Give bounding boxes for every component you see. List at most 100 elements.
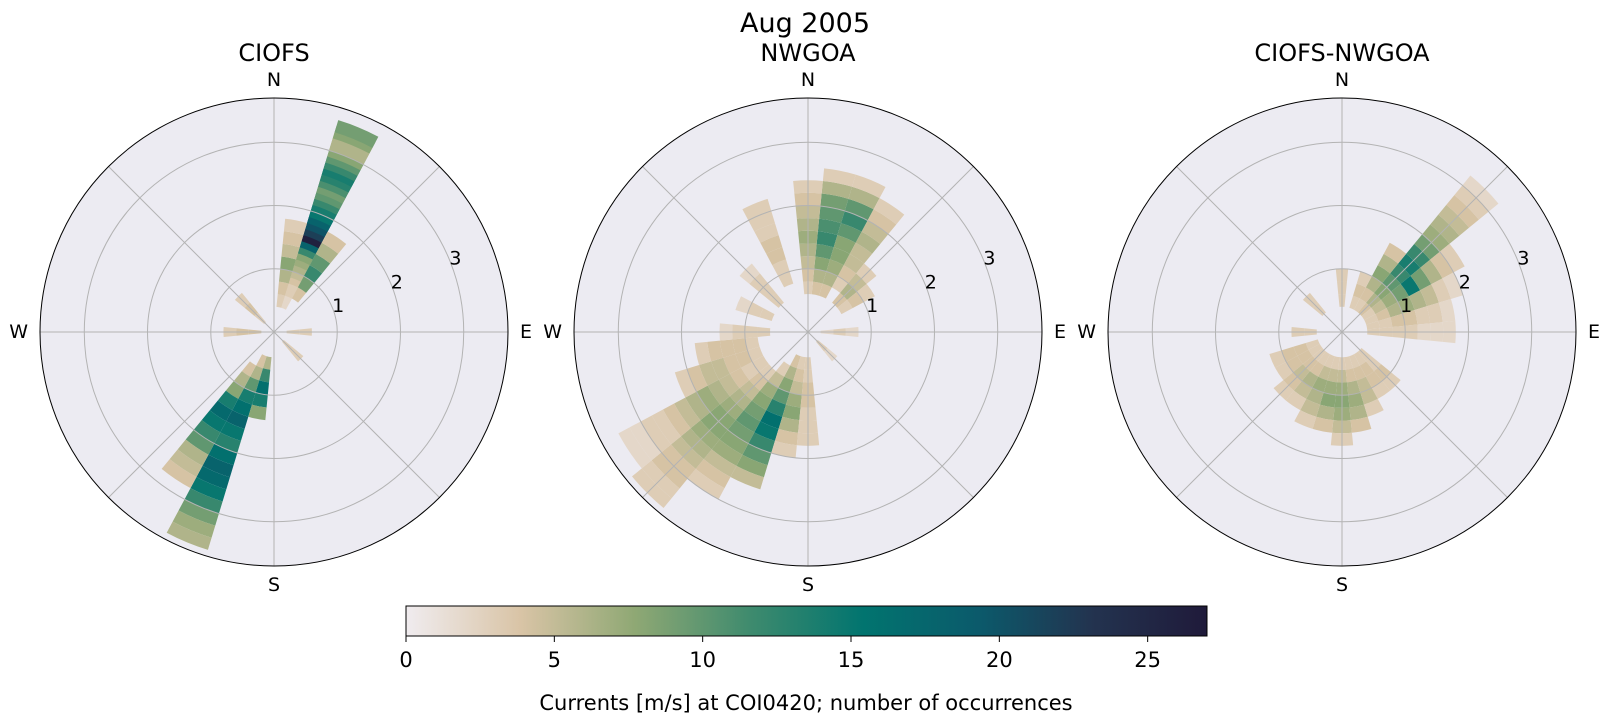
rose-cell [1309,361,1325,377]
rose-cell [748,210,775,232]
rose-cell [822,168,856,187]
rose-cell [1349,295,1360,310]
rose-cell [184,488,223,514]
rose-cell [748,432,775,454]
rose-cell [707,379,730,405]
rose-cell [280,256,297,272]
rose-cell [244,376,260,393]
radial-tick-label: 3 [1517,248,1529,270]
rose-cell [1293,343,1309,356]
rose-cell [651,409,681,445]
rose-cell [1397,296,1415,314]
rose-cell [821,180,853,199]
rose-cell [785,392,802,408]
rose-cell [1364,314,1379,325]
direction-label: N [801,69,815,91]
rose-cell [282,231,304,248]
direction-label: E [1054,321,1066,343]
rose-cell [250,365,263,381]
rose-cell [241,361,257,377]
rose-cell [178,499,219,526]
rose-cell [1414,306,1431,325]
direction-label: E [1588,321,1600,343]
rose-cell [772,259,790,277]
rose-cell [1371,299,1387,315]
rose-cell [315,242,339,264]
rose-cell [1353,351,1367,366]
rose-cell [837,223,862,243]
radial-tick-label: 3 [449,248,461,270]
rose-cell [1349,354,1360,369]
rose-cell [226,410,249,429]
rose-cell [696,385,721,413]
colorbar-label: Currents [m/s] at COI0420; number of occ… [539,691,1072,715]
rose-cell [259,368,271,383]
rose-cell [1327,368,1339,383]
colorbar-tick-label: 5 [548,648,561,672]
radial-tick-label: 2 [925,271,937,293]
rose-cell [833,235,856,254]
rose-cell [1420,284,1439,307]
rose-cell [251,392,268,408]
rose-cell [766,398,786,417]
rose-cell [782,404,801,421]
rose-cell [814,256,831,272]
rose-cell [771,440,797,458]
rose-cell [1318,365,1331,381]
rose-cell [1402,309,1418,326]
radial-tick-label: 3 [983,248,995,270]
rose-cell [1410,267,1432,291]
rose-cell [1308,343,1323,357]
rose-cell [1386,302,1403,318]
rose-cell [1346,380,1361,395]
rose-cell [202,454,234,478]
radial-tick-label: 2 [1459,271,1471,293]
rose-cell [735,410,761,433]
colorbar-tick-label: 10 [689,648,716,672]
rose-cell [861,220,889,245]
rose-cell [796,356,806,370]
rose-cell [1344,356,1354,370]
rose-cell [819,283,832,299]
rose-cell [1350,416,1372,433]
rose-cell [703,449,737,478]
rose-cell [217,390,239,411]
rose-cell [276,294,286,308]
rose-cell [1356,271,1372,288]
rose-cell [841,210,868,232]
rose-cell [1353,365,1366,381]
angular-grid-line [108,331,275,498]
rose-cell [819,206,845,224]
rose-cell [185,429,215,455]
rose-cell [685,391,711,421]
rose-cell [873,198,905,225]
polar-panel-1: 1 2 3 N E S W NWGOA [543,39,1066,596]
rose-cell [816,231,838,248]
angular-grid-line [642,166,809,333]
rose-cell [1377,253,1399,274]
rose-cell [1294,410,1317,429]
rose-cell [177,439,209,466]
rose-cell [759,308,775,321]
radial-tick-label: 2 [391,271,403,293]
rose-cell [815,243,834,260]
rose-cell [201,410,227,433]
rose-cell [321,231,347,254]
rose-cell [232,398,252,417]
rose-cell [843,253,865,274]
rose-cell [1356,376,1372,393]
rose-cell [309,253,331,274]
polar-panel-2: 1 2 3 N E S W CIOFS-NWGOA [1077,39,1600,596]
polar-panels: 1 2 3 N E S W CIOFS 1 2 3 N E S W NWGOA 1 2 3 N E S W CIOFS-NWG… [9,39,1600,596]
rose-cell [193,419,221,444]
angular-grid-line [1341,166,1508,333]
rose-cell [812,269,827,284]
rose-cell [1324,354,1335,369]
rose-cell [1281,346,1298,362]
rose-cell [711,357,730,380]
rose-cell [1353,283,1366,299]
rose-cell [830,247,850,266]
rose-cell [1269,350,1287,368]
rose-cell [747,302,764,318]
